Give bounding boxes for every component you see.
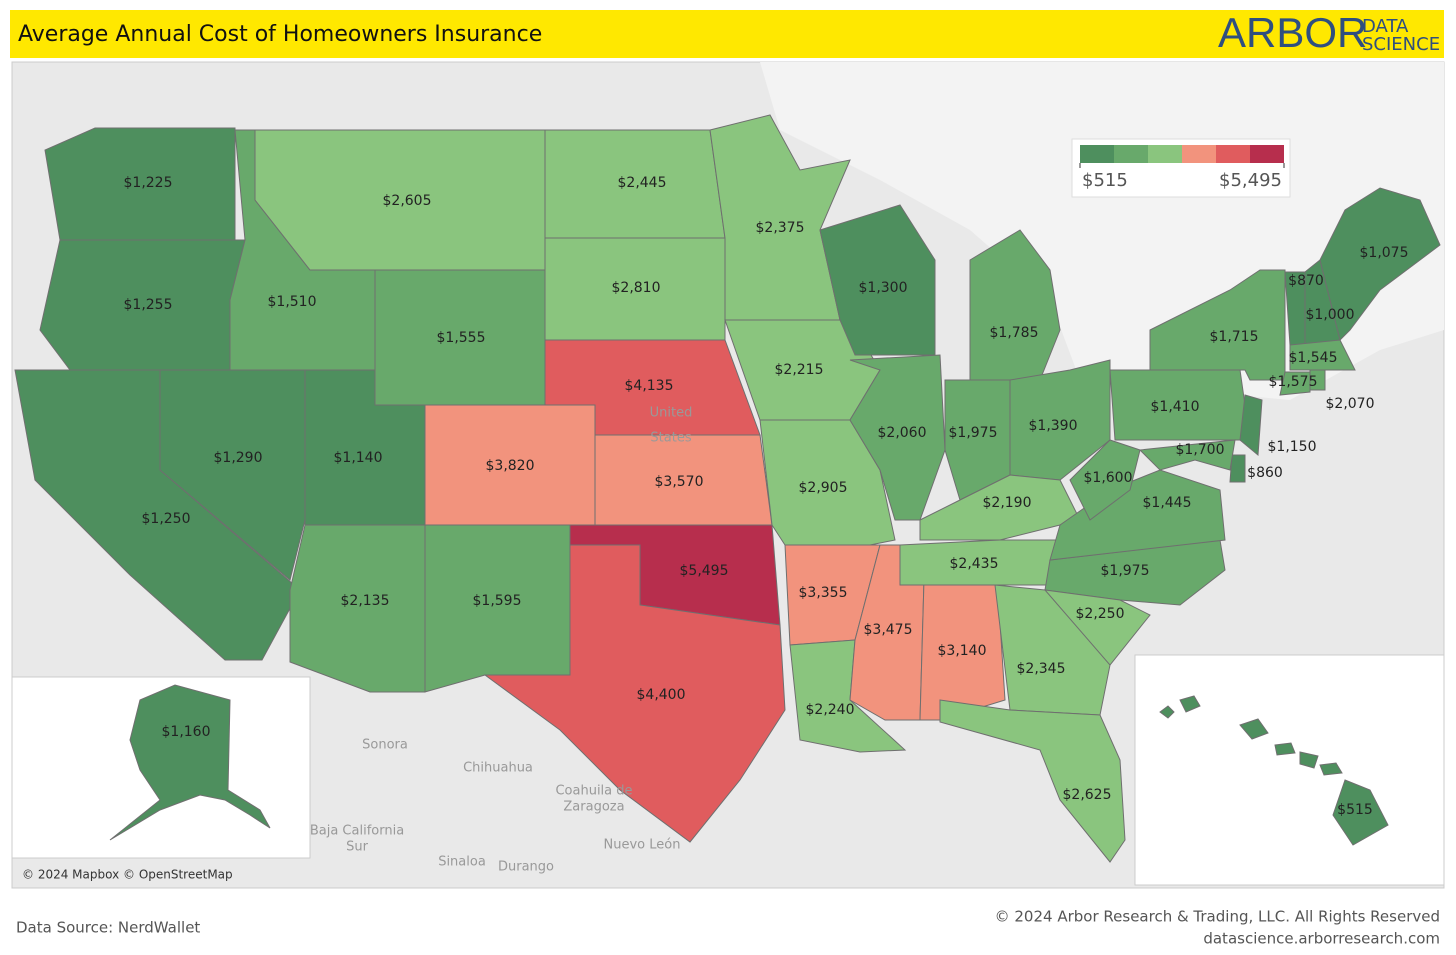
legend-label: $5,495: [1219, 170, 1282, 191]
value-label: $2,625: [1063, 787, 1112, 803]
value-label: $2,810: [612, 280, 661, 296]
value-label: $1,160: [162, 724, 211, 740]
value-label: $1,975: [949, 425, 998, 441]
basemap-label: Sur: [346, 840, 368, 855]
state: [1239, 394, 1263, 457]
value-label: $1,140: [334, 450, 383, 466]
value-label: $2,345: [1017, 661, 1066, 677]
legend-swatch: [1080, 145, 1114, 163]
value-label: $2,250: [1076, 606, 1125, 622]
attribution: © 2024 Mapbox © OpenStreetMap: [22, 868, 233, 882]
logo-bottom: SCIENCE: [1362, 34, 1440, 55]
map: $1,225 $1,255 $1,250 $1,290 $1,510 $2,605 $1,5…: [14, 114, 1441, 875]
legend-swatch: [1114, 145, 1148, 163]
state: [1279, 371, 1311, 396]
hawaii-inset: [1134, 654, 1445, 886]
value-label: $2,435: [950, 556, 999, 572]
legend-swatch: [1148, 145, 1182, 163]
state: [1319, 187, 1441, 341]
value-label: $2,905: [799, 480, 848, 496]
value-label: $3,475: [864, 622, 913, 638]
value-label: $1,700: [1176, 442, 1225, 458]
value-label: $1,445: [1143, 495, 1192, 511]
value-label: $860: [1247, 465, 1283, 481]
value-label: $2,445: [618, 175, 667, 191]
value-label: $5,495: [680, 563, 729, 579]
basemap-label: States: [650, 431, 691, 446]
legend-swatch: [1250, 145, 1284, 163]
legend-label: $515: [1082, 170, 1128, 191]
value-label: $1,150: [1268, 439, 1317, 455]
basemap-label: Sonora: [362, 738, 408, 753]
basemap-label: Nuevo León: [604, 838, 681, 853]
state: [849, 354, 946, 521]
value-label: $4,400: [637, 687, 686, 703]
value-label: $1,545: [1289, 350, 1338, 366]
value-label: $1,250: [142, 511, 191, 527]
state: [1309, 369, 1326, 391]
value-label: $1,975: [1101, 563, 1150, 579]
basemap-label: Zaragoza: [563, 800, 624, 815]
value-label: $1,255: [124, 297, 173, 313]
value-label: $1,510: [268, 294, 317, 310]
state: [109, 684, 271, 841]
value-label: $1,595: [473, 593, 522, 609]
title: Average Annual Cost of Homeowners Insura…: [18, 22, 542, 47]
logo-main: ARBOR: [1218, 9, 1367, 56]
state: [969, 229, 1061, 381]
value-label: $515: [1337, 802, 1373, 818]
state: [919, 474, 1081, 541]
value-label: $1,390: [1029, 418, 1078, 434]
state: [994, 584, 1111, 716]
legend-scale: $515 $5,495: [1079, 145, 1285, 191]
value-label: $870: [1288, 273, 1324, 289]
url: datascience.arborresearch.com: [1203, 930, 1440, 948]
value-label: $1,410: [1151, 399, 1200, 415]
value-label: $1,075: [1360, 245, 1409, 261]
value-label: $3,570: [655, 474, 704, 490]
value-label: $4,135: [625, 378, 674, 394]
header-bar: [10, 10, 1444, 58]
value-label: $2,240: [806, 702, 855, 718]
value-label: $1,300: [859, 280, 908, 296]
value-label: $2,060: [878, 425, 927, 441]
copyright: © 2024 Arbor Research & Trading, LLC. Al…: [995, 908, 1440, 926]
legend-swatch: [1216, 145, 1250, 163]
state: [483, 544, 786, 843]
state: [1289, 339, 1356, 371]
state: [1159, 695, 1389, 846]
value-label: $2,190: [983, 495, 1032, 511]
value-label: $3,140: [938, 643, 987, 659]
basemap-label: United: [650, 406, 693, 421]
state: [1138, 439, 1236, 471]
basemap-label: Chihuahua: [463, 761, 533, 776]
state: [1069, 439, 1141, 521]
value-label: $2,135: [341, 593, 390, 609]
basemap-label: Baja California: [310, 824, 404, 839]
value-label: $1,575: [1269, 374, 1318, 390]
value-label: $2,215: [775, 362, 824, 378]
data-source: Data Source: NerdWallet: [16, 919, 200, 937]
logo-top: DATA: [1362, 16, 1409, 37]
legend-swatch: [1182, 145, 1216, 163]
value-label: $3,820: [486, 458, 535, 474]
state: [939, 699, 1126, 863]
value-label: $2,605: [383, 193, 432, 209]
value-label: $1,225: [124, 175, 173, 191]
value-label: $1,600: [1084, 470, 1133, 486]
value-label: $1,715: [1210, 329, 1259, 345]
basemap-label: Sinaloa: [438, 855, 486, 870]
basemap-label: Durango: [498, 860, 554, 875]
value-label: $1,290: [214, 450, 263, 466]
state: [1229, 454, 1246, 483]
value-label: $3,355: [799, 585, 848, 601]
value-label: $2,070: [1326, 396, 1375, 412]
value-label: $1,785: [990, 325, 1039, 341]
value-label: $1,555: [437, 330, 486, 346]
basemap-label: Coahuila de: [555, 784, 632, 799]
value-label: $2,375: [756, 220, 805, 236]
value-label: $1,000: [1306, 307, 1355, 323]
